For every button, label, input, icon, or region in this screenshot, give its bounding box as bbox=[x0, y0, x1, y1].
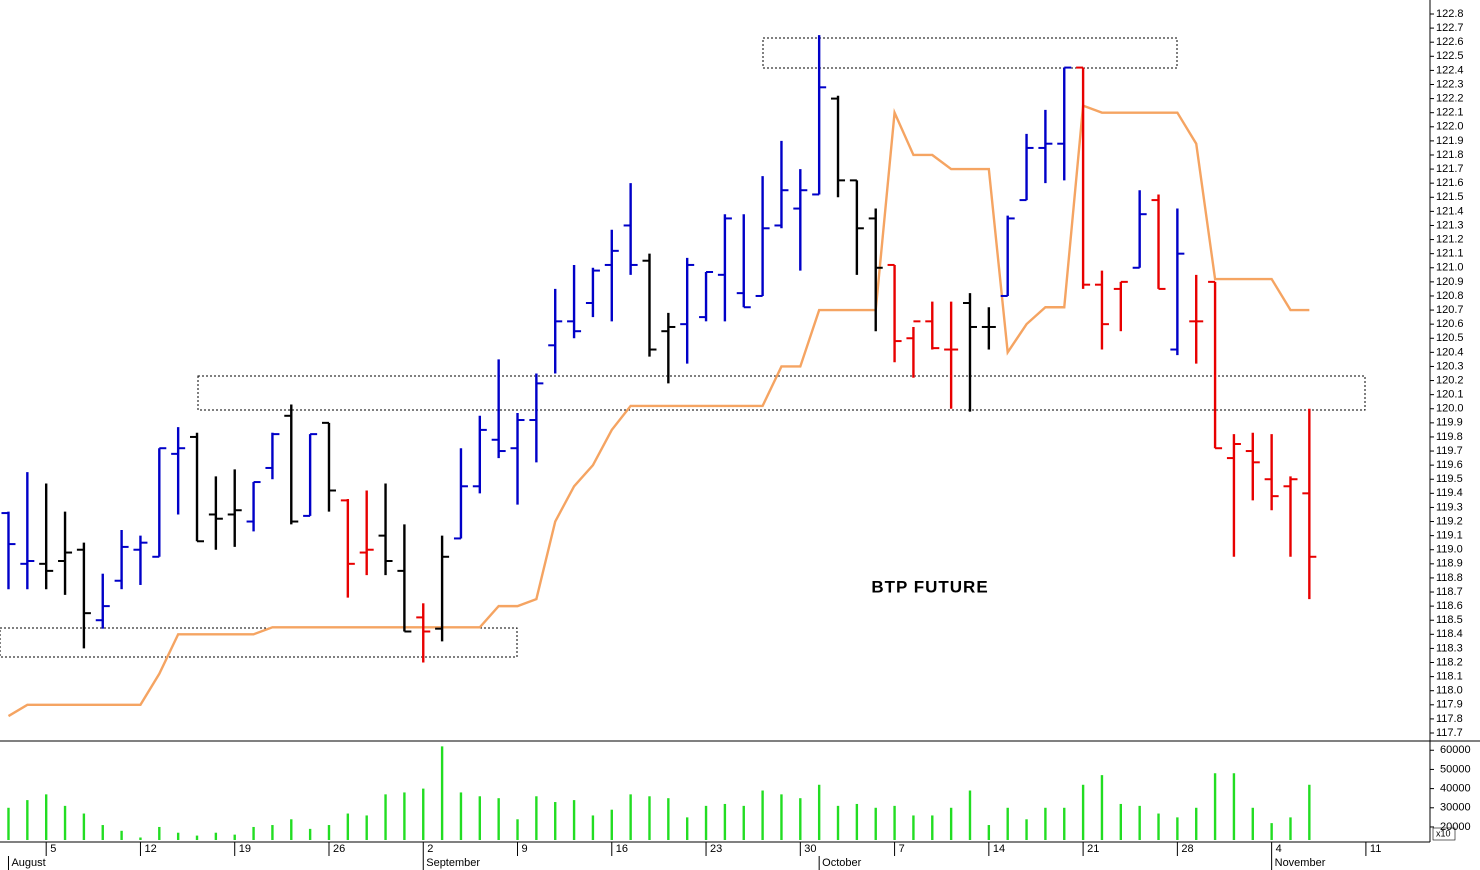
y-tick-label: 122.1 bbox=[1436, 107, 1464, 119]
volume-tick-label: 50000 bbox=[1440, 763, 1471, 775]
y-tick-label: 121.9 bbox=[1436, 135, 1464, 147]
y-tick-label: 117.8 bbox=[1436, 713, 1463, 725]
y-tick-label: 121.5 bbox=[1436, 191, 1464, 203]
y-tick-label: 121.0 bbox=[1436, 262, 1464, 274]
y-tick-label: 122.4 bbox=[1436, 64, 1464, 76]
y-tick-label: 120.7 bbox=[1436, 304, 1464, 316]
y-tick-label: 119.1 bbox=[1436, 530, 1463, 542]
support-box bbox=[197, 375, 1366, 411]
y-tick-label: 120.9 bbox=[1436, 276, 1464, 288]
y-tick-label: 119.7 bbox=[1436, 445, 1463, 457]
y-tick-label: 119.5 bbox=[1436, 473, 1463, 485]
y-tick-label: 122.5 bbox=[1436, 50, 1464, 62]
volume-tick-label: 20000 bbox=[1440, 821, 1471, 833]
y-tick-label: 121.6 bbox=[1436, 177, 1464, 189]
x-tick-label: 5 bbox=[50, 843, 56, 855]
y-tick-label: 121.4 bbox=[1436, 205, 1464, 217]
y-tick-label: 121.1 bbox=[1436, 248, 1464, 260]
chart-title: BTP FUTURE bbox=[871, 577, 988, 596]
y-tick-label: 121.2 bbox=[1436, 233, 1464, 245]
month-label: October bbox=[822, 857, 861, 869]
y-tick-label: 122.3 bbox=[1436, 78, 1464, 90]
y-tick-label: 120.5 bbox=[1436, 332, 1464, 344]
y-tick-label: 118.4 bbox=[1436, 628, 1463, 640]
month-label: November bbox=[1275, 857, 1326, 869]
x-tick-label: 14 bbox=[993, 843, 1005, 855]
y-tick-label: 118.1 bbox=[1436, 671, 1463, 683]
volume-tick-label: 60000 bbox=[1440, 744, 1471, 756]
x-tick-label: 11 bbox=[1370, 843, 1381, 855]
y-tick-label: 120.3 bbox=[1436, 360, 1464, 372]
y-tick-label: 118.3 bbox=[1436, 642, 1463, 654]
y-tick-label: 117.9 bbox=[1436, 699, 1463, 711]
y-tick-label: 118.8 bbox=[1436, 572, 1463, 584]
volume-tick-label: 40000 bbox=[1440, 783, 1471, 795]
y-tick-label: 120.4 bbox=[1436, 346, 1464, 358]
y-tick-label: 121.3 bbox=[1436, 219, 1464, 231]
x-tick-label: 23 bbox=[710, 843, 722, 855]
y-tick-label: 120.0 bbox=[1436, 403, 1464, 415]
y-tick-label: 121.7 bbox=[1436, 163, 1464, 175]
y-tick-label: 118.9 bbox=[1436, 558, 1463, 570]
trailing-line bbox=[7, 103, 1310, 718]
x-tick-label: 26 bbox=[333, 843, 345, 855]
x-tick-label: 2 bbox=[427, 843, 433, 855]
y-tick-label: 119.2 bbox=[1436, 515, 1463, 527]
y-tick-label: 119.3 bbox=[1436, 501, 1463, 513]
y-tick-label: 119.6 bbox=[1436, 459, 1463, 471]
y-tick-label: 120.6 bbox=[1436, 318, 1464, 330]
x-tick-label: 16 bbox=[616, 843, 628, 855]
resistance-box bbox=[762, 37, 1178, 69]
x-tick-label: 4 bbox=[1276, 843, 1282, 855]
y-tick-label: 119.8 bbox=[1436, 431, 1463, 443]
y-tick-label: 118.5 bbox=[1436, 614, 1463, 626]
x-tick-label: 28 bbox=[1181, 843, 1193, 855]
y-tick-label: 121.8 bbox=[1436, 149, 1464, 161]
y-tick-label: 120.1 bbox=[1436, 389, 1464, 401]
y-tick-label: 122.2 bbox=[1436, 92, 1464, 104]
y-tick-label: 117.7 bbox=[1436, 727, 1463, 739]
y-tick-label: 118.0 bbox=[1436, 685, 1463, 697]
y-tick-label: 119.0 bbox=[1436, 544, 1463, 556]
x-tick-label: 30 bbox=[804, 843, 816, 855]
x-tick-label: 9 bbox=[522, 843, 528, 855]
volume-tick-label: 30000 bbox=[1440, 802, 1471, 814]
y-tick-label: 119.9 bbox=[1436, 417, 1463, 429]
y-tick-label: 122.6 bbox=[1436, 36, 1464, 48]
y-tick-label: 120.8 bbox=[1436, 290, 1464, 302]
y-tick-label: 118.2 bbox=[1436, 656, 1463, 668]
x-tick-label: 7 bbox=[899, 843, 905, 855]
y-tick-label: 122.0 bbox=[1436, 121, 1464, 133]
y-tick-label: 120.2 bbox=[1436, 374, 1464, 386]
volume-multiplier: x10 bbox=[1436, 828, 1451, 838]
y-tick-label: 122.8 bbox=[1436, 8, 1464, 20]
multiplier-box bbox=[1432, 827, 1456, 841]
y-tick-label: 119.4 bbox=[1436, 487, 1463, 499]
support-box bbox=[0, 627, 518, 658]
x-tick-label: 21 bbox=[1087, 843, 1099, 855]
month-label: August bbox=[11, 857, 45, 869]
month-label: September bbox=[426, 857, 480, 869]
y-tick-label: 118.7 bbox=[1436, 586, 1463, 598]
x-tick-label: 12 bbox=[144, 843, 156, 855]
x-tick-label: 19 bbox=[239, 843, 251, 855]
y-tick-label: 122.7 bbox=[1436, 22, 1464, 34]
y-tick-label: 118.6 bbox=[1436, 600, 1463, 612]
